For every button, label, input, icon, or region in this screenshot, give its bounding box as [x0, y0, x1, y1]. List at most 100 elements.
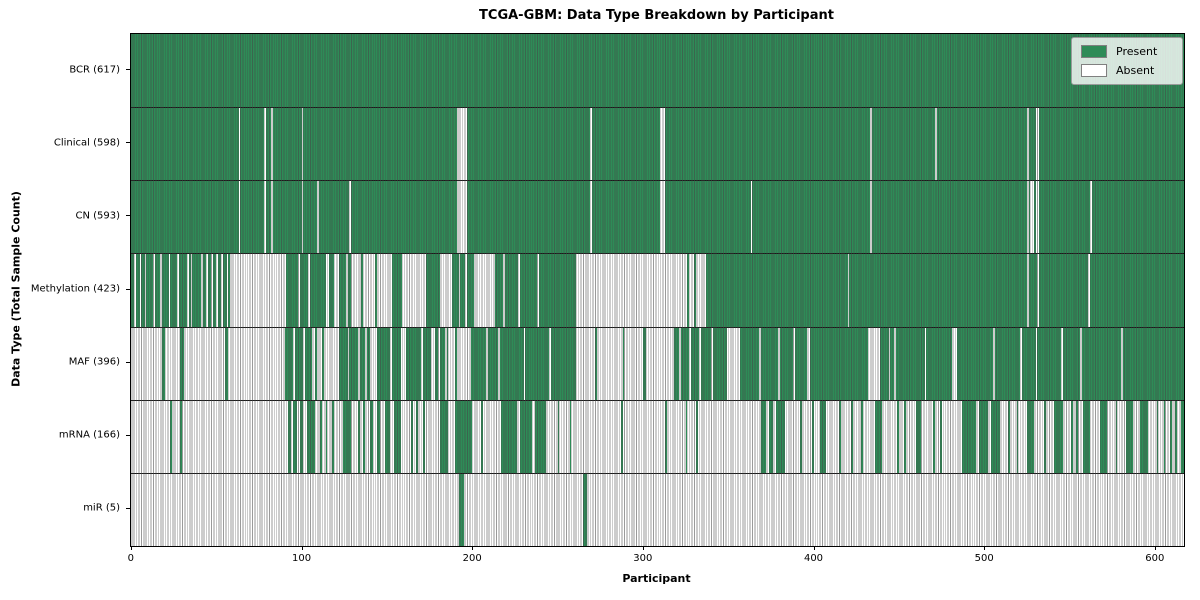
present-run — [1028, 181, 1031, 254]
legend: Present Absent — [1071, 37, 1183, 85]
present-run — [207, 254, 212, 327]
present-run — [871, 181, 1027, 254]
present-run — [811, 400, 814, 473]
present-run — [665, 108, 870, 181]
present-run — [1038, 181, 1091, 254]
present-run — [458, 473, 464, 546]
present-run — [347, 254, 352, 327]
y-tick-label-mRNA: mRNA (166) — [58, 429, 120, 441]
present-run — [499, 327, 524, 400]
present-run — [228, 254, 230, 327]
present-run — [665, 181, 751, 254]
present-run — [410, 400, 413, 473]
heatmap-row-CN — [131, 180, 1184, 254]
present-run — [272, 108, 302, 181]
present-run — [740, 327, 760, 400]
present-run — [192, 254, 201, 327]
present-run — [890, 327, 894, 400]
x-tick-mark — [130, 546, 132, 550]
present-run — [557, 400, 560, 473]
present-run — [1071, 400, 1074, 473]
legend-item-absent: Absent — [1081, 64, 1173, 77]
y-tick-mark — [126, 215, 130, 217]
present-run — [875, 400, 882, 473]
present-run — [180, 327, 184, 400]
present-run — [265, 181, 271, 254]
present-run — [310, 254, 326, 327]
x-axis-label: Participant — [622, 572, 691, 585]
present-run — [1028, 254, 1038, 327]
present-run — [1038, 254, 1089, 327]
present-run — [363, 400, 365, 473]
present-run — [422, 400, 425, 473]
present-run — [760, 400, 766, 473]
x-tick-mark — [984, 546, 986, 550]
present-run — [933, 400, 935, 473]
present-run — [223, 254, 227, 327]
present-run — [936, 108, 1027, 181]
x-axis: 0 100 200 300 400 500 600 — [128, 546, 1183, 568]
present-run — [760, 327, 778, 400]
present-run — [897, 400, 899, 473]
plot-area — [130, 33, 1185, 547]
y-tick-label-CN: CN (593) — [75, 210, 120, 222]
y-tick-mark — [126, 361, 130, 363]
present-run — [434, 327, 439, 400]
x-tick-mark — [1154, 546, 1156, 550]
present-run — [665, 400, 667, 473]
heatmap-row-mRNA — [131, 399, 1184, 473]
present-run — [1038, 108, 1184, 181]
present-run — [520, 400, 533, 473]
present-run — [439, 400, 449, 473]
present-run — [131, 254, 135, 327]
present-run — [1122, 327, 1184, 400]
x-tick-mark — [642, 546, 644, 550]
present-run — [405, 327, 422, 400]
x-tick-label-500: 500 — [974, 553, 994, 564]
present-run — [224, 327, 229, 400]
present-run — [1156, 400, 1159, 473]
present-run — [393, 400, 401, 473]
present-run — [385, 400, 391, 473]
present-run — [1163, 400, 1166, 473]
present-run — [332, 400, 335, 473]
present-run — [439, 327, 445, 400]
x-tick-label-200: 200 — [462, 553, 482, 564]
present-run — [962, 400, 976, 473]
legend-item-present: Present — [1081, 45, 1173, 58]
heatmap-row-Methylation — [131, 253, 1184, 327]
present-run — [303, 181, 317, 254]
present-run — [212, 254, 217, 327]
present-run — [680, 327, 690, 400]
present-run — [467, 108, 591, 181]
present-run — [535, 400, 546, 473]
present-run — [712, 327, 727, 400]
present-run — [991, 400, 1000, 473]
chart-title: TCGA-GBM: Data Type Breakdown by Partici… — [479, 8, 834, 23]
present-run — [328, 254, 335, 327]
present-run — [904, 400, 906, 473]
present-run — [170, 254, 178, 327]
absent-swatch — [1081, 64, 1107, 77]
present-run — [1125, 400, 1133, 473]
present-run — [1028, 108, 1036, 181]
present-run — [320, 400, 323, 473]
present-run — [180, 400, 183, 473]
present-run — [376, 327, 391, 400]
present-run — [685, 400, 688, 473]
present-run — [820, 400, 826, 473]
present-run — [306, 400, 316, 473]
present-run — [642, 327, 647, 400]
x-tick-label-600: 600 — [1145, 553, 1165, 564]
present-run — [1033, 181, 1036, 254]
present-run — [849, 254, 1027, 327]
present-run — [1062, 327, 1080, 400]
present-run — [342, 400, 352, 473]
present-run — [1100, 400, 1108, 473]
present-run — [620, 400, 623, 473]
y-tick-label-Methylation: Methylation (423) — [30, 283, 120, 295]
y-axis-tick-labels: BCR (617) Clinical (598) CN (593) Methylati… — [0, 33, 130, 545]
present-run — [520, 254, 538, 327]
present-run — [779, 327, 794, 400]
